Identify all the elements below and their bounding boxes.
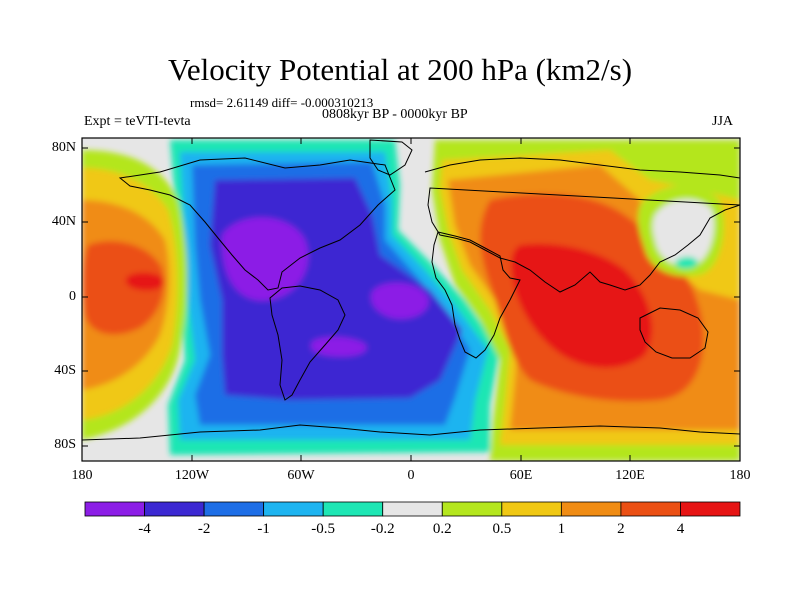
lon-label-120w: 120W [174, 468, 210, 483]
lon-label-180e: 180 [729, 468, 751, 483]
colorbar-swatch [501, 501, 562, 517]
experiment-label: Expt = teVTI-tevta [84, 114, 191, 129]
colorbar-swatch [441, 501, 503, 517]
coast-north-america [118, 157, 396, 291]
lat-label-80s: 80S [54, 437, 76, 452]
lon-label-60e: 60E [509, 468, 533, 483]
pos-hole-core [675, 256, 698, 269]
colorbar-label: 1 [557, 521, 566, 537]
pos-hole-inner [652, 199, 714, 267]
map-ticks [81, 138, 741, 461]
neg-level-4-a [221, 217, 309, 301]
colorbar-swatch [322, 501, 384, 517]
colorbar-swatch [84, 501, 145, 517]
coast-greenland [369, 139, 413, 176]
colorbar-label: -0.2 [370, 521, 395, 537]
colorbar-label: -0.5 [311, 521, 336, 537]
map-title: Velocity Potential at 200 hPa (km2/s) [167, 52, 633, 87]
colorbar-swatch [263, 501, 324, 517]
lat-label-0: 0 [69, 289, 76, 304]
colorbar-swatch [203, 501, 265, 517]
season-label: JJA [712, 114, 734, 129]
colorbar-label: -4 [138, 521, 151, 537]
lon-label-120e: 120E [615, 468, 645, 483]
coast-south-america [269, 285, 346, 401]
lat-label-40s: 40S [54, 363, 76, 378]
period-label: 0808kyr BP - 0000kyr BP [322, 107, 468, 122]
coast-antarctica [82, 424, 740, 441]
colorbar-label: -2 [197, 521, 211, 537]
lon-label-0: 0 [407, 468, 415, 483]
stats-line: rmsd= 2.61149 diff= -0.000310213 [190, 95, 374, 110]
west-level-4 [125, 272, 165, 291]
lon-label-180w: 180 [71, 468, 93, 483]
lat-label-80n: 80N [51, 140, 76, 155]
colorbar-label: 2 [617, 521, 625, 537]
neg-level-4-b [371, 282, 429, 319]
pos-level-4 [511, 243, 653, 368]
lon-label-60w: 60W [287, 468, 315, 483]
colorbar-swatch [144, 501, 205, 517]
neg-level-4-c [310, 336, 367, 357]
map-fields [82, 138, 740, 461]
colorbar-swatch [382, 501, 443, 517]
colorbar-swatch [620, 501, 681, 517]
coast-australia [639, 307, 709, 359]
colorbar-label: 4 [676, 521, 685, 537]
colorbar-swatch [680, 501, 741, 517]
west-level-2 [83, 241, 164, 335]
colorbar-swatch [560, 501, 622, 517]
lat-label-40n: 40N [51, 214, 76, 229]
colorbar-label: 0.2 [432, 521, 452, 537]
colorbar-label: -1 [257, 521, 270, 537]
colorbar [84, 501, 741, 517]
colorbar-label: 0.5 [492, 521, 512, 537]
coastlines [82, 139, 740, 441]
coast-europe-asia [424, 157, 740, 293]
coast-africa [431, 231, 521, 359]
